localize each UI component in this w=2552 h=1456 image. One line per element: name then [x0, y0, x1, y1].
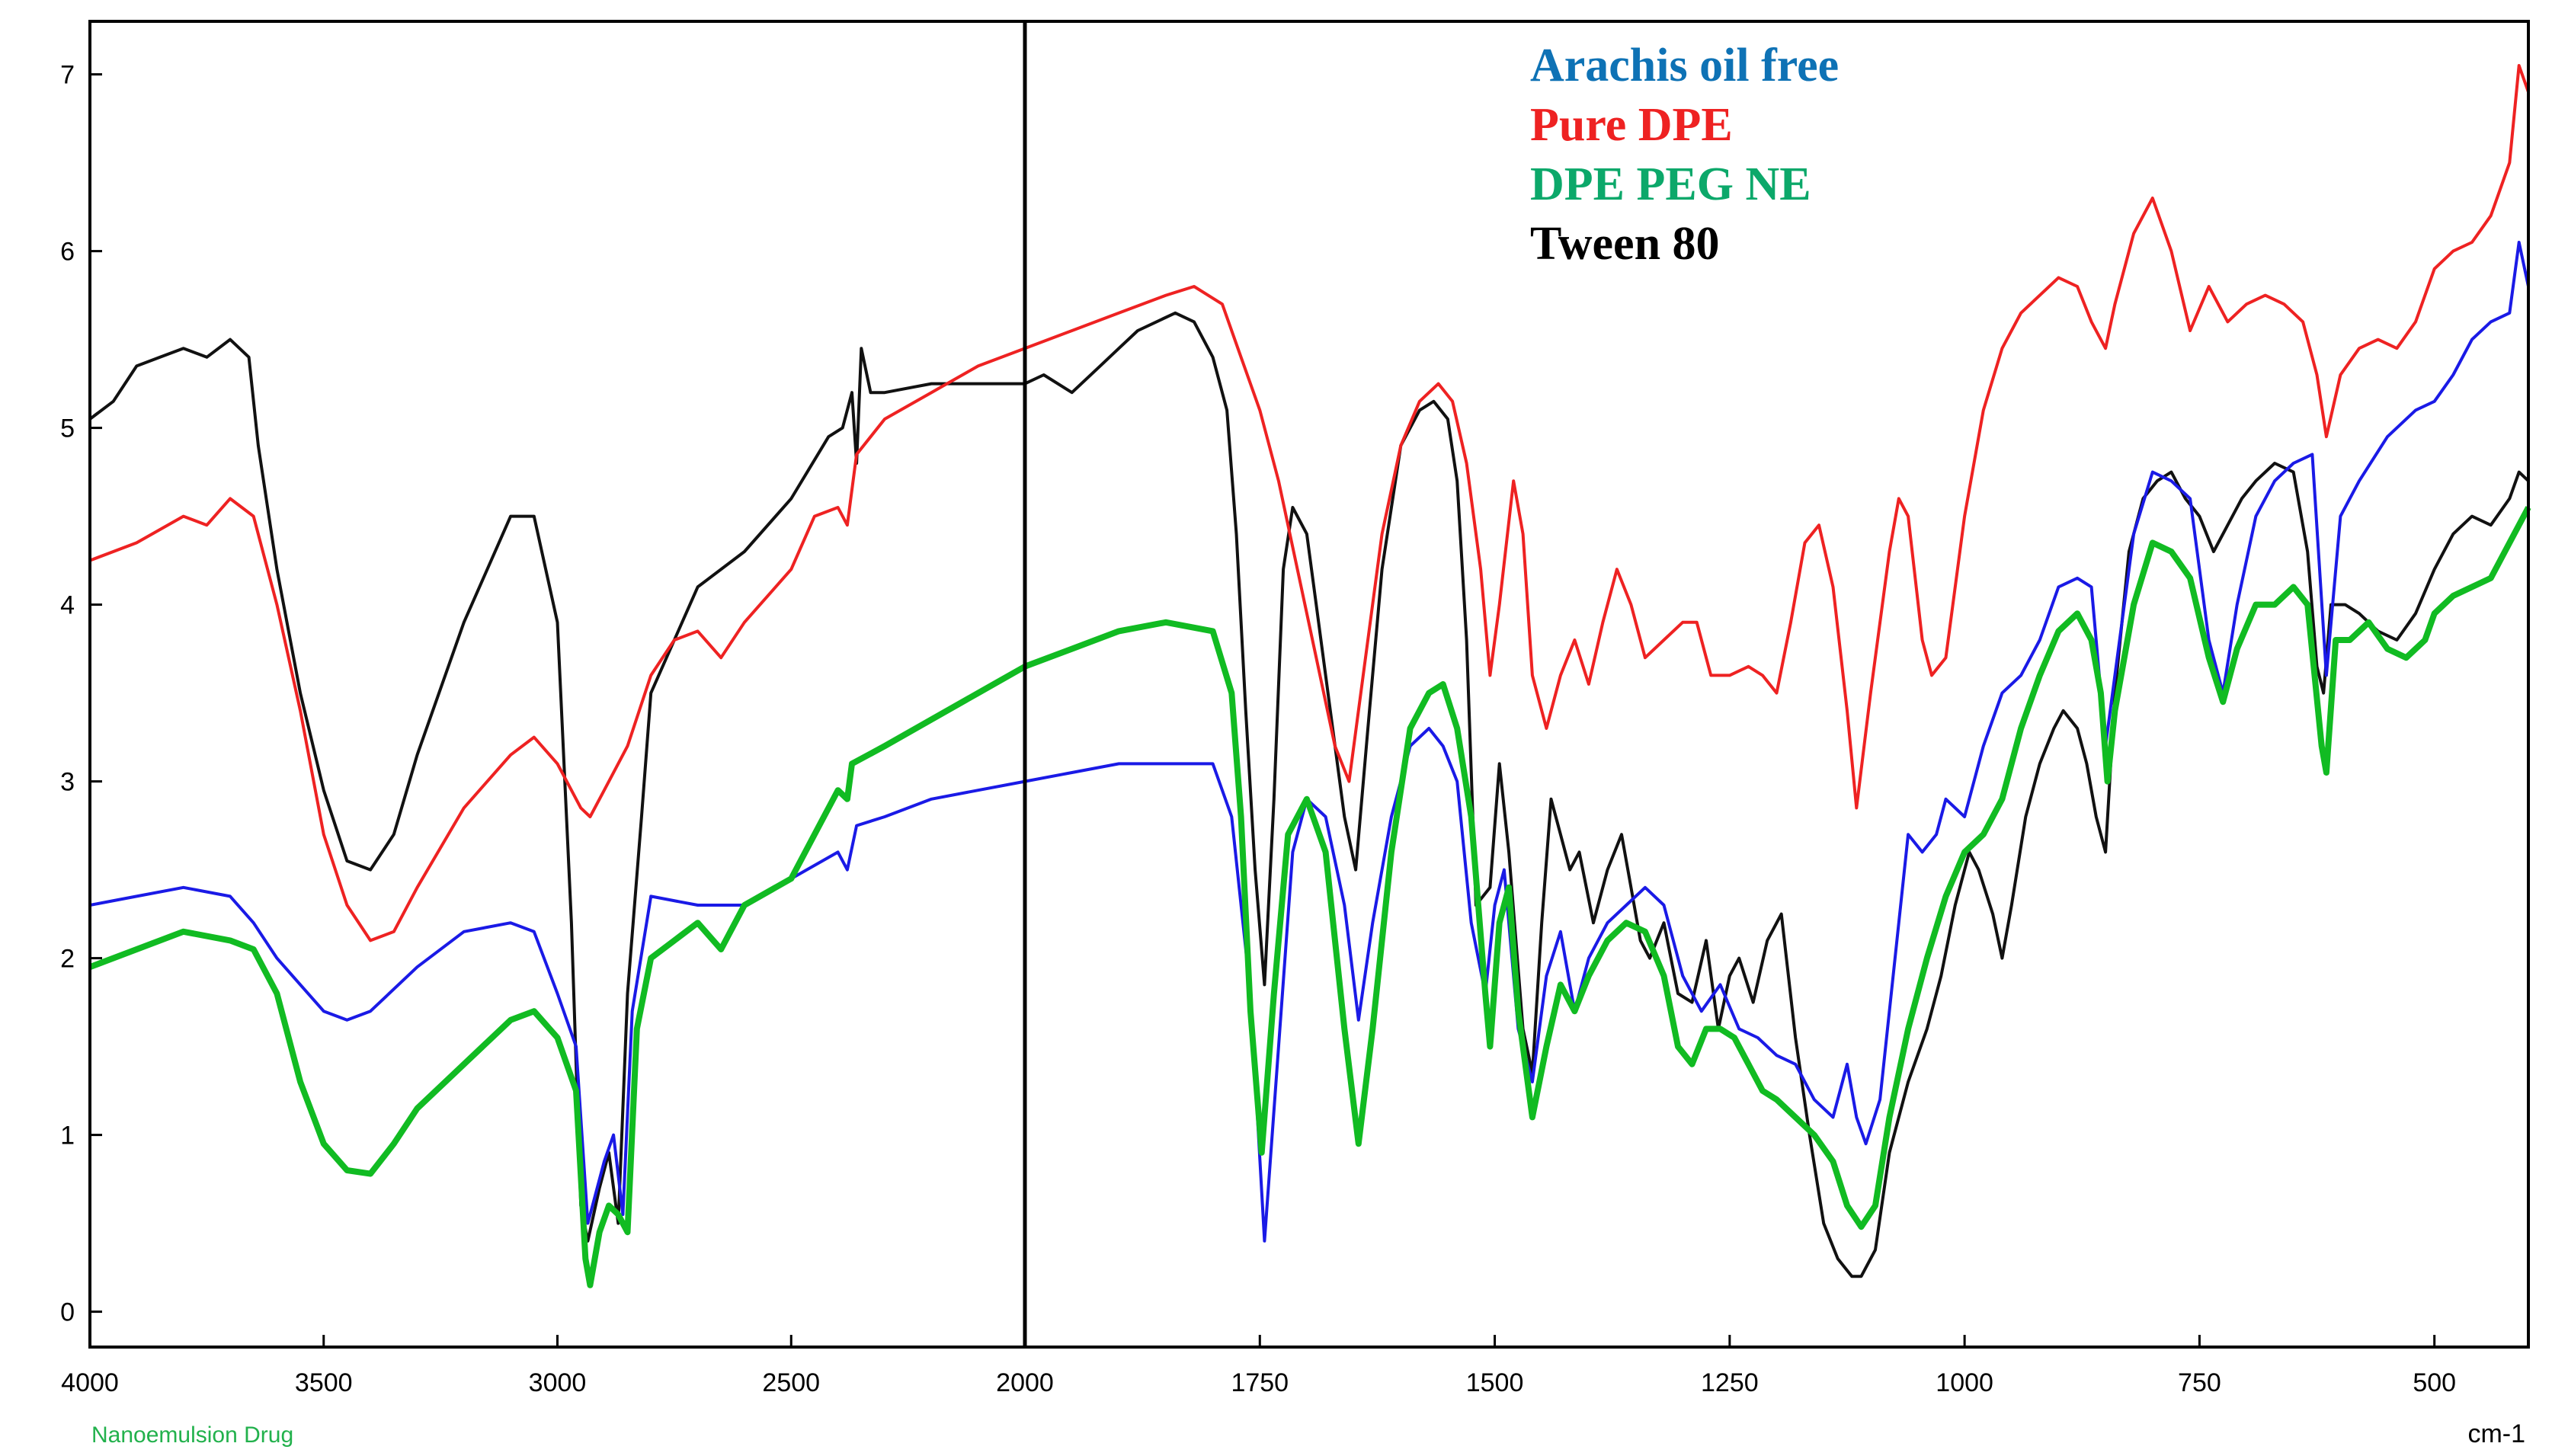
- y-axis: 0 1 2 3 4 5 6 7: [60, 61, 102, 1327]
- y-tick-label: 1: [60, 1122, 75, 1150]
- legend-entry: Arachis oil free: [1530, 40, 1839, 91]
- y-tick-label: 7: [60, 61, 75, 90]
- x-tick-label: 2000: [996, 1368, 1054, 1397]
- x-tick-label: 4000: [61, 1368, 119, 1397]
- y-tick-label: 5: [60, 414, 75, 443]
- x-axis-unit-label: cm-1: [2467, 1419, 2525, 1448]
- legend-entry: Tween 80: [1530, 218, 1720, 270]
- series-line-pure-dpe: [89, 64, 2530, 942]
- x-tick-label: 500: [2413, 1368, 2456, 1397]
- y-tick-label: 3: [60, 768, 75, 797]
- y-tick-label: 0: [60, 1298, 75, 1327]
- x-tick-label: 1750: [1231, 1368, 1289, 1397]
- x-tick-label: 3500: [295, 1368, 353, 1397]
- legend-entry: Pure DPE: [1530, 99, 1733, 151]
- x-tick-label: 2500: [762, 1368, 820, 1397]
- plot-frame: [88, 20, 2530, 1349]
- x-axis: 4000 3500 3000 2500 2000 1750 1500 1250 1000 750 5…: [61, 1335, 2456, 1397]
- spectrum-traces: [88, 64, 2531, 1288]
- x-tick-label: 1250: [1701, 1368, 1759, 1397]
- legend: Arachis oil free Pure DPE DPE PEG NE Tween …: [1530, 40, 1839, 270]
- legend-entry: DPE PEG NE: [1530, 158, 1811, 210]
- y-tick-label: 2: [60, 945, 75, 974]
- y-tick-label: 6: [60, 238, 75, 267]
- y-tick-label: 4: [60, 591, 75, 620]
- series-line-dpe-peg-ne: [88, 506, 2531, 1288]
- x-tick-label: 750: [2178, 1368, 2221, 1397]
- x-tick-label: 1500: [1466, 1368, 1524, 1397]
- x-tick-label: 1000: [1936, 1368, 1993, 1397]
- series-line-arachis-oil-free: [89, 241, 2530, 1243]
- x-tick-label: 3000: [529, 1368, 587, 1397]
- footer-caption: Nanoemulsion Drug: [91, 1422, 293, 1448]
